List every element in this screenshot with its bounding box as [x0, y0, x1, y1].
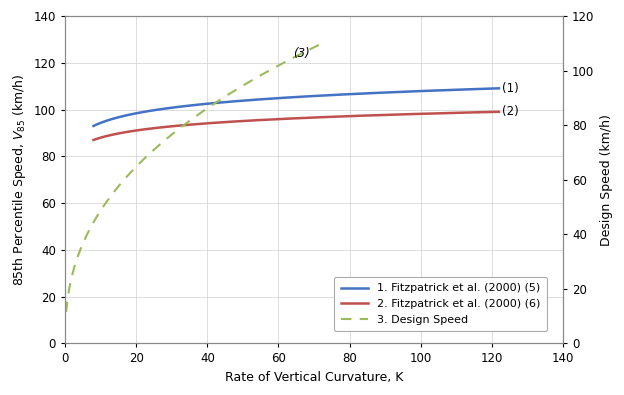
- Y-axis label: 85th Percentile Speed, $V_{85}$ (km/h): 85th Percentile Speed, $V_{85}$ (km/h): [11, 73, 28, 286]
- Text: (1): (1): [502, 82, 519, 95]
- Y-axis label: Design Speed (km/h): Design Speed (km/h): [600, 114, 613, 246]
- X-axis label: Rate of Vertical Curvature, K: Rate of Vertical Curvature, K: [225, 371, 403, 384]
- Text: (3): (3): [293, 47, 310, 60]
- Legend: 1. Fitzpatrick et al. (2000) (5), 2. Fitzpatrick et al. (2000) (6), 3. Design Sp: 1. Fitzpatrick et al. (2000) (5), 2. Fit…: [334, 277, 547, 331]
- Text: (2): (2): [502, 105, 519, 118]
